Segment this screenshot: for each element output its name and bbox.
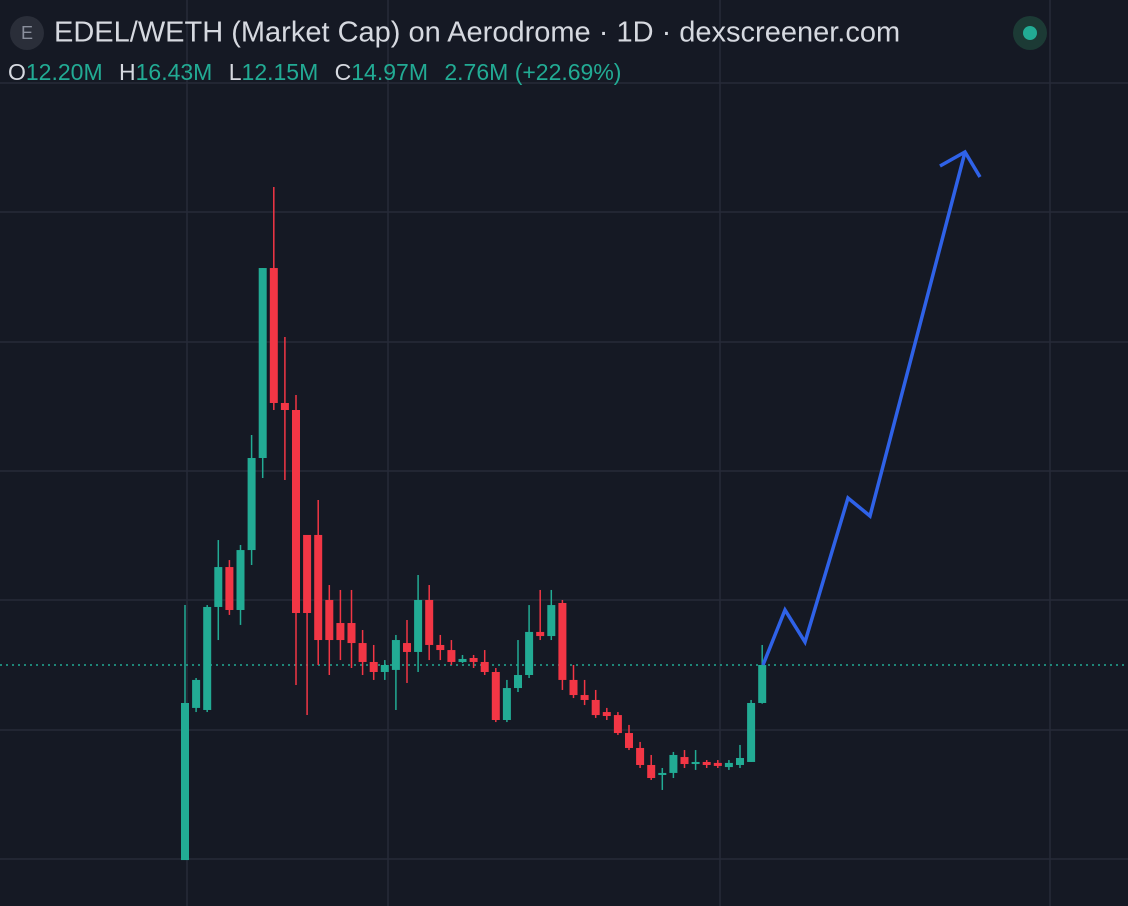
candle-body — [203, 606, 212, 710]
candle-body — [480, 661, 489, 672]
candle-body — [214, 567, 223, 607]
candle-body — [403, 643, 411, 652]
candle-body — [181, 702, 189, 861]
ohlc-value: 16.43M — [136, 59, 213, 85]
candle-body — [292, 409, 300, 614]
candle-body — [314, 534, 323, 641]
candle-body — [458, 658, 467, 662]
candle-body — [713, 762, 722, 766]
candle-body — [758, 664, 767, 703]
candle-body — [347, 623, 356, 644]
candle-body — [625, 733, 633, 748]
ohlc-value: 12.15M — [242, 59, 319, 85]
candle-body — [469, 657, 478, 662]
drawn-arrow — [761, 149, 982, 666]
candle-body — [225, 567, 234, 610]
status-dot — [1023, 26, 1037, 40]
candle-body — [613, 715, 622, 734]
candle-body — [747, 702, 756, 762]
candle-body — [636, 747, 645, 765]
candle-body — [602, 712, 611, 717]
candle-body — [258, 268, 267, 459]
candle-body — [680, 757, 689, 765]
candle-body — [380, 664, 389, 672]
candle-body — [669, 754, 678, 773]
candle-body — [269, 268, 278, 404]
ohlc-label: H — [119, 59, 136, 85]
candle-body — [192, 679, 201, 708]
candle-body — [514, 675, 522, 689]
candle-body — [358, 643, 367, 662]
ohlc-row: O12.20M H16.43M L12.15M C14.97M 2.76M (+… — [8, 59, 621, 85]
candle-body — [491, 671, 500, 720]
candle-body — [414, 599, 423, 652]
candle-body — [558, 602, 567, 680]
ohlc-label: L — [229, 59, 242, 85]
candle-body — [447, 650, 456, 662]
candles — [181, 186, 767, 861]
candle-body — [391, 640, 400, 670]
candle-body — [736, 757, 744, 765]
chart-title: EDEL/WETH (Market Cap) on Aerodrome · 1D… — [54, 17, 900, 49]
candle-body — [280, 403, 289, 410]
arrow-line — [761, 151, 967, 666]
candle-body — [702, 761, 711, 765]
candle-body — [547, 605, 556, 637]
candle-body — [724, 762, 733, 768]
candle-body — [247, 458, 256, 551]
arrow-head — [939, 149, 982, 178]
candle-body — [425, 599, 434, 645]
candle-body — [502, 688, 511, 720]
candle-body — [325, 599, 334, 641]
ohlc-value: 12.20M — [26, 59, 103, 85]
candle-body — [647, 764, 656, 779]
candle-body — [369, 661, 378, 672]
token-icon-letter: E — [21, 23, 33, 43]
ohlc-label: C — [335, 59, 352, 85]
candle-body — [336, 623, 345, 641]
candle-body — [591, 699, 600, 716]
ohlc-value: 14.97M — [351, 59, 428, 85]
ohlc-label: O — [8, 59, 26, 85]
candle-body — [236, 550, 245, 610]
candle-body — [691, 761, 700, 765]
ohlc-change: 2.76M (+22.69%) — [444, 59, 621, 85]
candle-body — [658, 772, 667, 776]
candle-body — [436, 644, 445, 651]
candle-body — [536, 631, 545, 637]
candle-body — [569, 679, 578, 696]
candle-body — [303, 534, 312, 614]
candle-body — [580, 695, 589, 700]
token-icon — [10, 16, 44, 50]
candle-body — [525, 631, 534, 676]
